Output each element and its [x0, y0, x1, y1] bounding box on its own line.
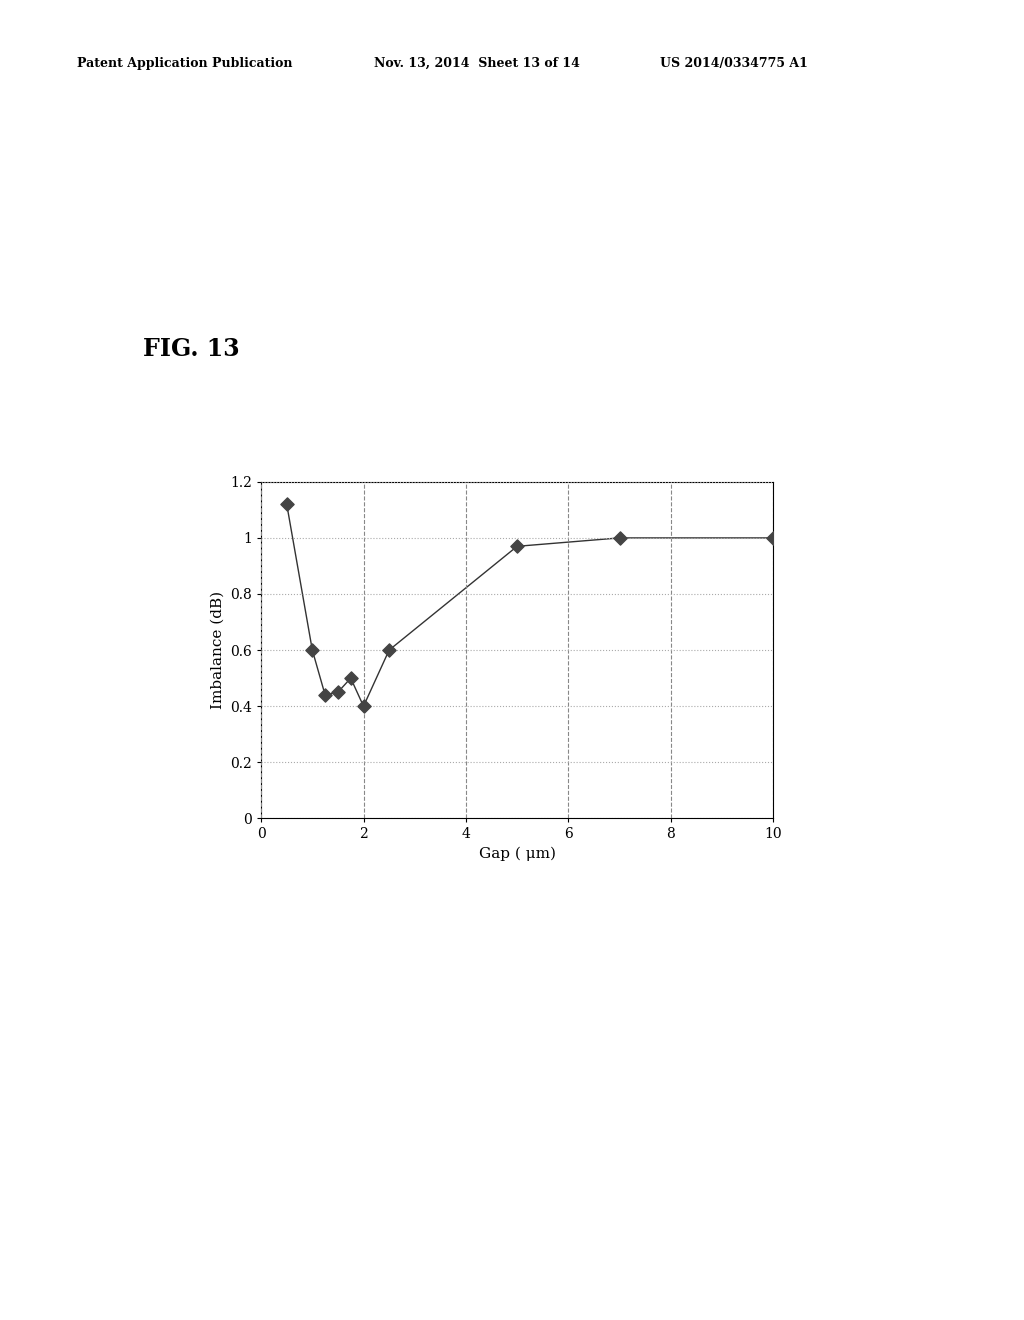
X-axis label: Gap ( μm): Gap ( μm) [478, 847, 556, 862]
Point [765, 527, 781, 548]
Point [279, 494, 295, 515]
Point [317, 684, 334, 705]
Point [509, 536, 525, 557]
Point [342, 668, 359, 689]
Point [355, 696, 372, 717]
Text: Patent Application Publication: Patent Application Publication [77, 57, 292, 70]
Point [304, 639, 321, 660]
Point [611, 527, 628, 548]
Point [330, 681, 346, 702]
Text: FIG. 13: FIG. 13 [143, 337, 240, 360]
Text: Nov. 13, 2014  Sheet 13 of 14: Nov. 13, 2014 Sheet 13 of 14 [374, 57, 580, 70]
Text: US 2014/0334775 A1: US 2014/0334775 A1 [660, 57, 808, 70]
Y-axis label: Imbalance (dB): Imbalance (dB) [211, 591, 224, 709]
Point [381, 639, 397, 660]
